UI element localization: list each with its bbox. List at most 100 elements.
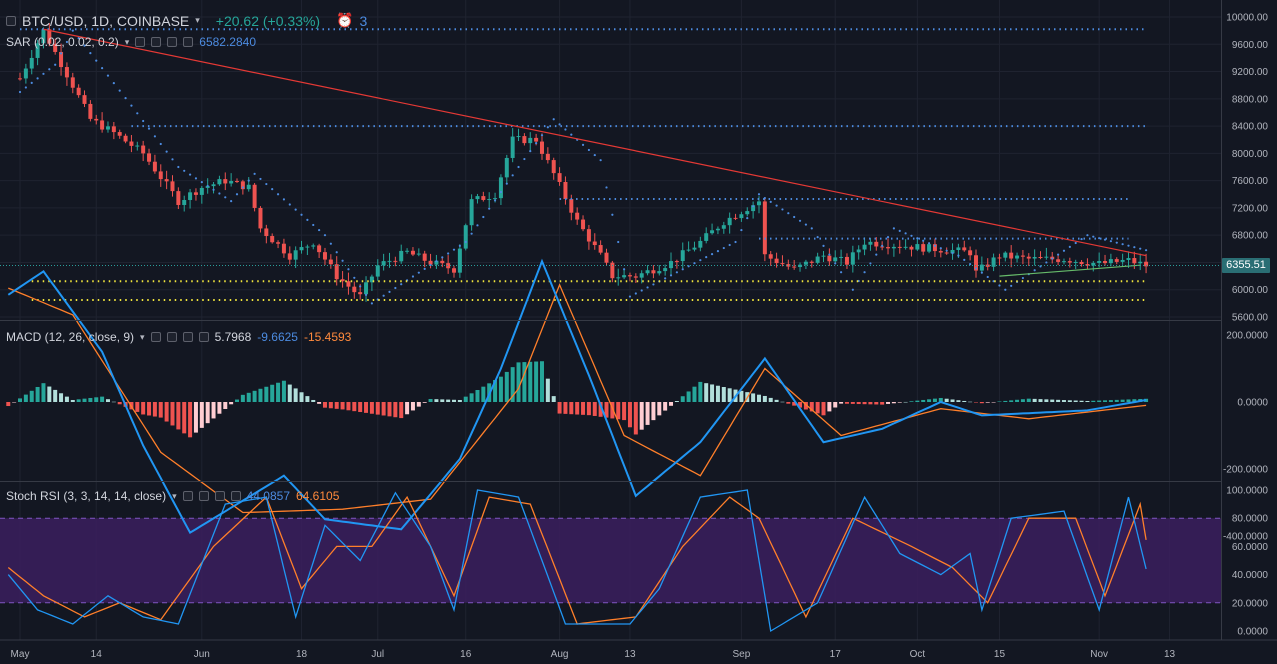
macd-histogram-bar [1114, 399, 1119, 402]
settings-icon[interactable] [151, 37, 162, 47]
macd-name[interactable]: MACD (12, 26, close, 9) [6, 330, 135, 344]
macd-histogram-bar [111, 401, 116, 403]
pane-divider-macd[interactable] [0, 320, 1222, 321]
eye-icon[interactable] [135, 37, 146, 47]
settings-icon[interactable] [166, 332, 177, 342]
chevron-down-icon[interactable]: ▾ [140, 331, 145, 342]
sar-dot [570, 133, 573, 136]
candle-down [428, 260, 433, 265]
macd-histogram-bar [422, 402, 427, 403]
sar-dot [769, 200, 772, 203]
sar-dot [980, 271, 983, 274]
macd-histogram-bar [1108, 400, 1113, 402]
macd-histogram-bar [880, 402, 885, 405]
stoch-d-value: 64.6105 [296, 489, 340, 503]
candle-down [1020, 255, 1025, 257]
more-icon[interactable] [198, 332, 209, 342]
macd-axis-tick-label: -400.0000 [1223, 532, 1268, 543]
macd-histogram-bar [598, 402, 603, 417]
close-icon[interactable] [167, 37, 178, 47]
macd-histogram-bar [47, 386, 52, 402]
candle-down [874, 241, 879, 247]
sar-dot [65, 40, 69, 44]
sar-dot [130, 104, 133, 107]
eye-icon[interactable] [182, 491, 193, 501]
candle-up [105, 126, 110, 130]
close-icon[interactable] [214, 491, 225, 501]
more-icon[interactable] [183, 37, 194, 47]
macd-histogram-bar [622, 402, 627, 421]
more-icon[interactable] [230, 491, 241, 501]
candle-down [780, 263, 785, 265]
candle-down [1103, 261, 1108, 264]
candle-up [821, 255, 826, 257]
sar-dot [1092, 235, 1095, 238]
candle-down [129, 141, 134, 146]
macd-histogram-bar [950, 399, 955, 402]
sar-dot [628, 295, 632, 298]
candle-up [1108, 259, 1113, 264]
candle-down [281, 243, 286, 254]
candle-down [317, 245, 322, 253]
sar-dot [804, 223, 808, 226]
stoch-k-value: 44.0857 [246, 489, 290, 503]
candle-down [539, 141, 544, 154]
candle-up [1120, 259, 1125, 262]
candle-up [498, 177, 503, 199]
candle-down [581, 219, 586, 230]
macd-histogram-bar [475, 389, 480, 402]
settings-icon[interactable] [198, 491, 209, 501]
candle-up [182, 200, 187, 205]
collapse-icon[interactable] [6, 15, 16, 26]
candle-down [328, 259, 333, 265]
chevron-down-icon[interactable]: ▾ [172, 490, 177, 501]
macd-histogram-bar [627, 402, 632, 428]
sar-dot [587, 148, 591, 152]
stoch-name[interactable]: Stoch RSI (3, 3, 14, 14, close) [6, 489, 167, 503]
sar-dot [329, 242, 332, 245]
macd-histogram-bar [663, 402, 668, 411]
chevron-down-icon[interactable]: ▾ [195, 15, 200, 25]
macd-histogram-bar [117, 402, 122, 405]
macd-histogram-bar [176, 402, 181, 430]
symbol-title[interactable]: BTC/USD, 1D, COINBASE [22, 12, 190, 29]
stoch-axis-tick-label: 40.0000 [1232, 570, 1269, 581]
macd-line-value: -9.6625 [257, 330, 298, 344]
sar-dot [1004, 288, 1007, 291]
candle-down [176, 191, 181, 205]
macd-histogram-bar [399, 402, 404, 419]
macd-histogram-bar [170, 402, 175, 426]
sar-dot [675, 271, 678, 274]
candle-down [123, 135, 128, 142]
time-axis-tick-label: 16 [460, 649, 472, 660]
sar-dot [235, 193, 239, 196]
sar-dot [42, 72, 45, 75]
macd-histogram-bar [1015, 399, 1020, 402]
sar-dot [353, 276, 356, 279]
candle-up [850, 252, 855, 265]
candle-up [862, 244, 867, 250]
candle-down [569, 199, 574, 213]
eye-icon[interactable] [150, 332, 161, 342]
macd-histogram-bar [387, 402, 392, 417]
macd-histogram-bar [358, 402, 363, 413]
alarm-clock-icon[interactable]: ⏰ [336, 12, 354, 28]
stoch-k-line [7, 489, 1147, 633]
sar-dot [470, 232, 473, 235]
macd-histogram-bar [1103, 400, 1108, 402]
sar-dot [793, 215, 796, 219]
sar-dot [312, 223, 315, 227]
macd-histogram-value: 5.7968 [214, 330, 252, 344]
close-icon[interactable] [182, 332, 193, 342]
sar-dot [177, 165, 180, 169]
macd-histogram-bar [698, 381, 703, 402]
candle-up [23, 68, 28, 79]
candle-up [135, 145, 140, 147]
candle-down [47, 29, 52, 44]
pane-divider-stoch[interactable] [0, 481, 1222, 482]
macd-histogram-bar [322, 402, 327, 408]
macd-histogram-bar [768, 397, 773, 402]
chevron-down-icon[interactable]: ▾ [124, 36, 130, 47]
sar-name[interactable]: SAR (0.02, 0.02, 0.2) [6, 35, 119, 49]
sar-dot [265, 182, 268, 186]
